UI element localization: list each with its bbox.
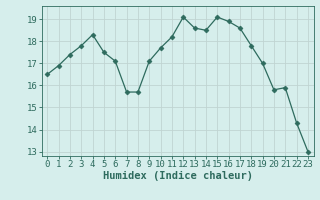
X-axis label: Humidex (Indice chaleur): Humidex (Indice chaleur) — [103, 171, 252, 181]
